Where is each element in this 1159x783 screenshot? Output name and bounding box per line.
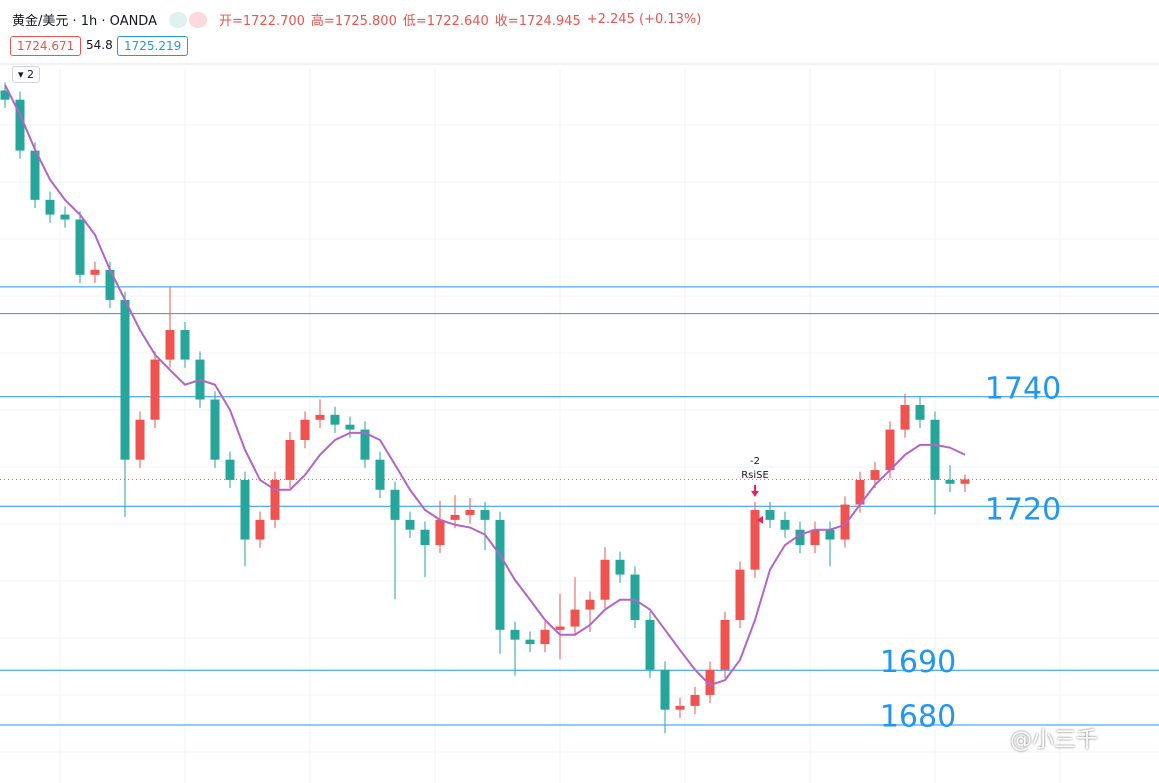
level-label: 1720: [985, 493, 1061, 528]
candle-body: [345, 424, 355, 430]
watermark: @小三千: [1010, 728, 1099, 753]
candle-body: [75, 219, 85, 275]
candle-body: [255, 519, 265, 540]
candle-body: [30, 150, 40, 200]
candle-body: [315, 414, 325, 420]
candle-body: [705, 669, 715, 695]
candle-body: [120, 299, 130, 460]
candle-body: [450, 514, 460, 520]
legend-header: 黄金/美元 · 1h · OANDA 开=1722.700 高=1725.800…: [12, 10, 701, 29]
candle-body: [330, 414, 340, 425]
candle-body: [360, 429, 370, 460]
signal-count: -2: [750, 456, 760, 467]
candle-body: [135, 419, 145, 460]
candle-body: [945, 479, 955, 484]
delay-icon[interactable]: [188, 11, 207, 28]
candle-body: [690, 694, 700, 706]
candle-body: [765, 510, 775, 520]
candle-body: [780, 519, 790, 530]
candle-body: [240, 479, 250, 540]
candle-body: [675, 705, 685, 710]
candle-body: [375, 459, 385, 490]
candle-body: [435, 519, 445, 546]
candle-body: [915, 404, 925, 420]
candle-body: [0, 90, 10, 100]
candle-body: [660, 669, 670, 710]
low-value: 低=1722.640: [402, 14, 489, 29]
candle-body: [825, 529, 835, 540]
candle-body: [420, 529, 430, 546]
candle-body: [270, 479, 280, 520]
signal-marker: [757, 515, 763, 524]
candle-body: [720, 619, 730, 670]
level-label: 1740: [985, 371, 1061, 406]
signal-name: RsiSE: [741, 470, 769, 481]
signal-arrow: [751, 484, 759, 497]
level-label: 1680: [880, 700, 956, 735]
candle-body: [555, 626, 565, 630]
candle-body: [960, 479, 970, 484]
candle-body: [300, 419, 310, 440]
candle-body: [810, 529, 820, 546]
market-open-icon[interactable]: [168, 11, 187, 28]
candle-body: [855, 479, 865, 505]
candle-body: [165, 330, 175, 360]
candle-body: [60, 214, 70, 220]
spread: 54.8: [86, 38, 113, 52]
candle-body: [495, 519, 505, 630]
candle-body: [225, 459, 235, 480]
candle-body: [615, 559, 625, 575]
candle-body: [465, 510, 475, 515]
candle-body: [525, 639, 535, 645]
candle-body: [210, 399, 220, 460]
candle-body: [930, 419, 940, 480]
candle-body: [885, 429, 895, 471]
candle-body: [600, 559, 610, 600]
candle-body: [630, 574, 640, 620]
candle-body: [840, 504, 850, 540]
candle-body: [900, 404, 910, 430]
candle-body: [90, 269, 100, 275]
candle-body: [735, 569, 745, 620]
ask-box[interactable]: 1725.219: [117, 36, 189, 56]
bid-box[interactable]: 1724.671: [10, 36, 82, 56]
candle-body: [405, 519, 415, 530]
candle-body: [480, 510, 490, 520]
candle-body: [795, 529, 805, 546]
close-value: 收=1724.945: [494, 14, 581, 29]
candle-body: [390, 489, 400, 520]
candle-body: [15, 99, 25, 151]
candle-body: [180, 330, 190, 360]
candle-body: [45, 199, 55, 215]
candle-body: [570, 609, 580, 627]
candle-body: [540, 629, 550, 645]
candle-body: [585, 599, 595, 610]
high-value: 高=1725.800: [310, 14, 397, 29]
candle-body: [285, 439, 295, 480]
collapse-button[interactable]: ▾ 2: [12, 66, 41, 83]
indicator-count: 2: [27, 68, 35, 81]
candle-body: [150, 359, 160, 420]
moving-average: [4, 84, 966, 687]
candle-body: [510, 629, 520, 640]
candle-body: [645, 619, 655, 670]
change-value: +2.245 (+0.13%): [586, 12, 702, 27]
status-icons: [168, 11, 207, 28]
candle-body: [105, 269, 115, 300]
level-label: 1690: [880, 645, 956, 680]
candle-body: [750, 510, 760, 570]
open-value: 开=1722.700: [218, 14, 305, 29]
candle-body: [870, 470, 880, 480]
symbol[interactable]: 黄金/美元 · 1h · OANDA: [12, 14, 157, 29]
